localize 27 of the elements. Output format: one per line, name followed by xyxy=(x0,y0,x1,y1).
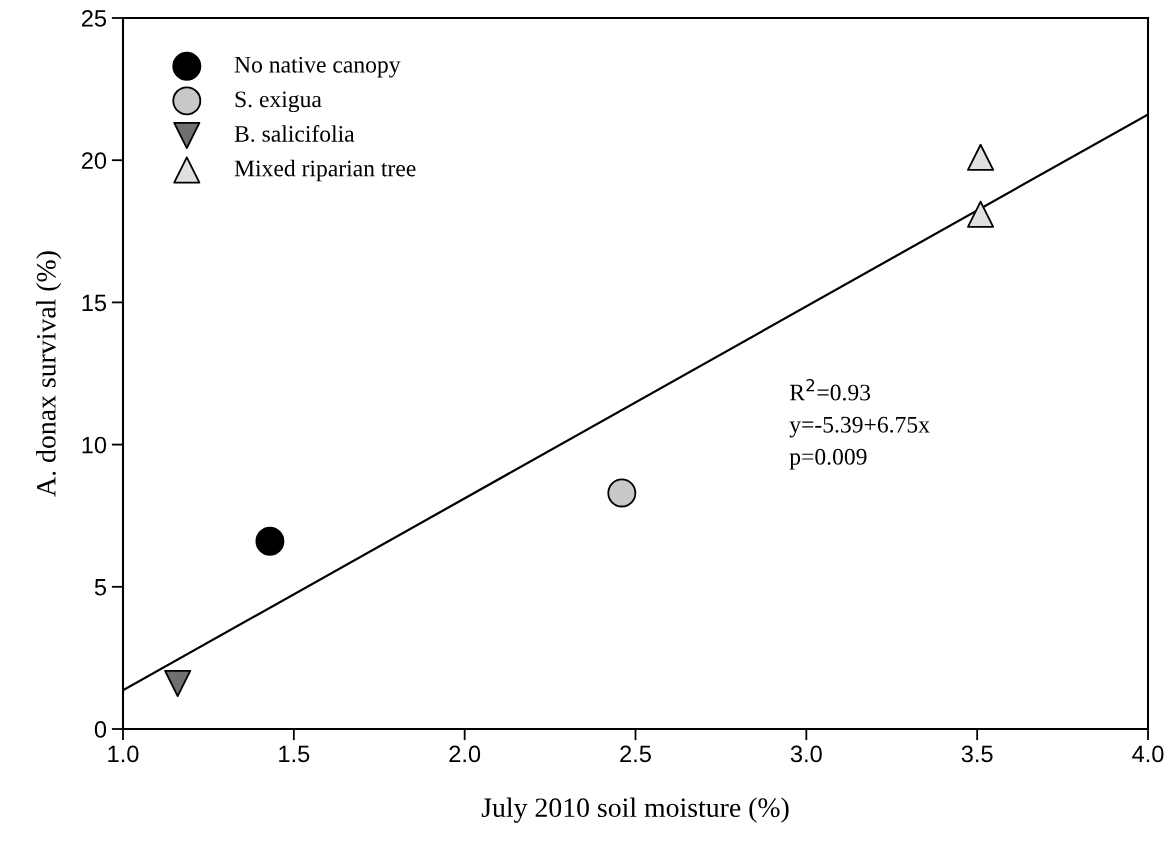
legend-label: Mixed riparian tree xyxy=(234,159,416,182)
x-tick-label: 2.5 xyxy=(620,745,651,763)
x-tick-label: 1.5 xyxy=(279,745,310,763)
y-tick-label: 10 xyxy=(82,436,107,454)
x-tick-label: 2.0 xyxy=(449,745,481,763)
point xyxy=(607,478,637,508)
point xyxy=(967,200,995,228)
x-axis-title: July 2010 soil moisture (%) xyxy=(481,797,789,823)
annotation: R$^{2}$=0.93 xyxy=(789,378,871,401)
x-tick-label: 3.0 xyxy=(790,745,822,763)
point xyxy=(967,143,995,171)
y-tick-label: 0 xyxy=(94,721,107,738)
y-tick-label: 15 xyxy=(82,294,107,312)
x-tick-label: 4.0 xyxy=(1132,745,1164,763)
y-tick-label: 20 xyxy=(81,152,107,169)
point xyxy=(255,526,285,556)
annotation: y=-5.39+6.75x xyxy=(789,416,930,438)
legend-label: S. exigua xyxy=(235,91,322,113)
y-tick-label: 5 xyxy=(94,579,107,596)
point xyxy=(164,669,192,698)
legend-label: No native canopy xyxy=(234,56,401,78)
x-tick-label: 1.0 xyxy=(108,745,139,763)
y-axis-title: A. donax survival (%) xyxy=(36,251,62,497)
legend-label: B. salicifolia xyxy=(234,125,355,142)
annotation: p=0.009 xyxy=(789,448,867,470)
y-tick-label: 25 xyxy=(81,10,107,27)
x-tick-label: 3.5 xyxy=(961,745,993,763)
